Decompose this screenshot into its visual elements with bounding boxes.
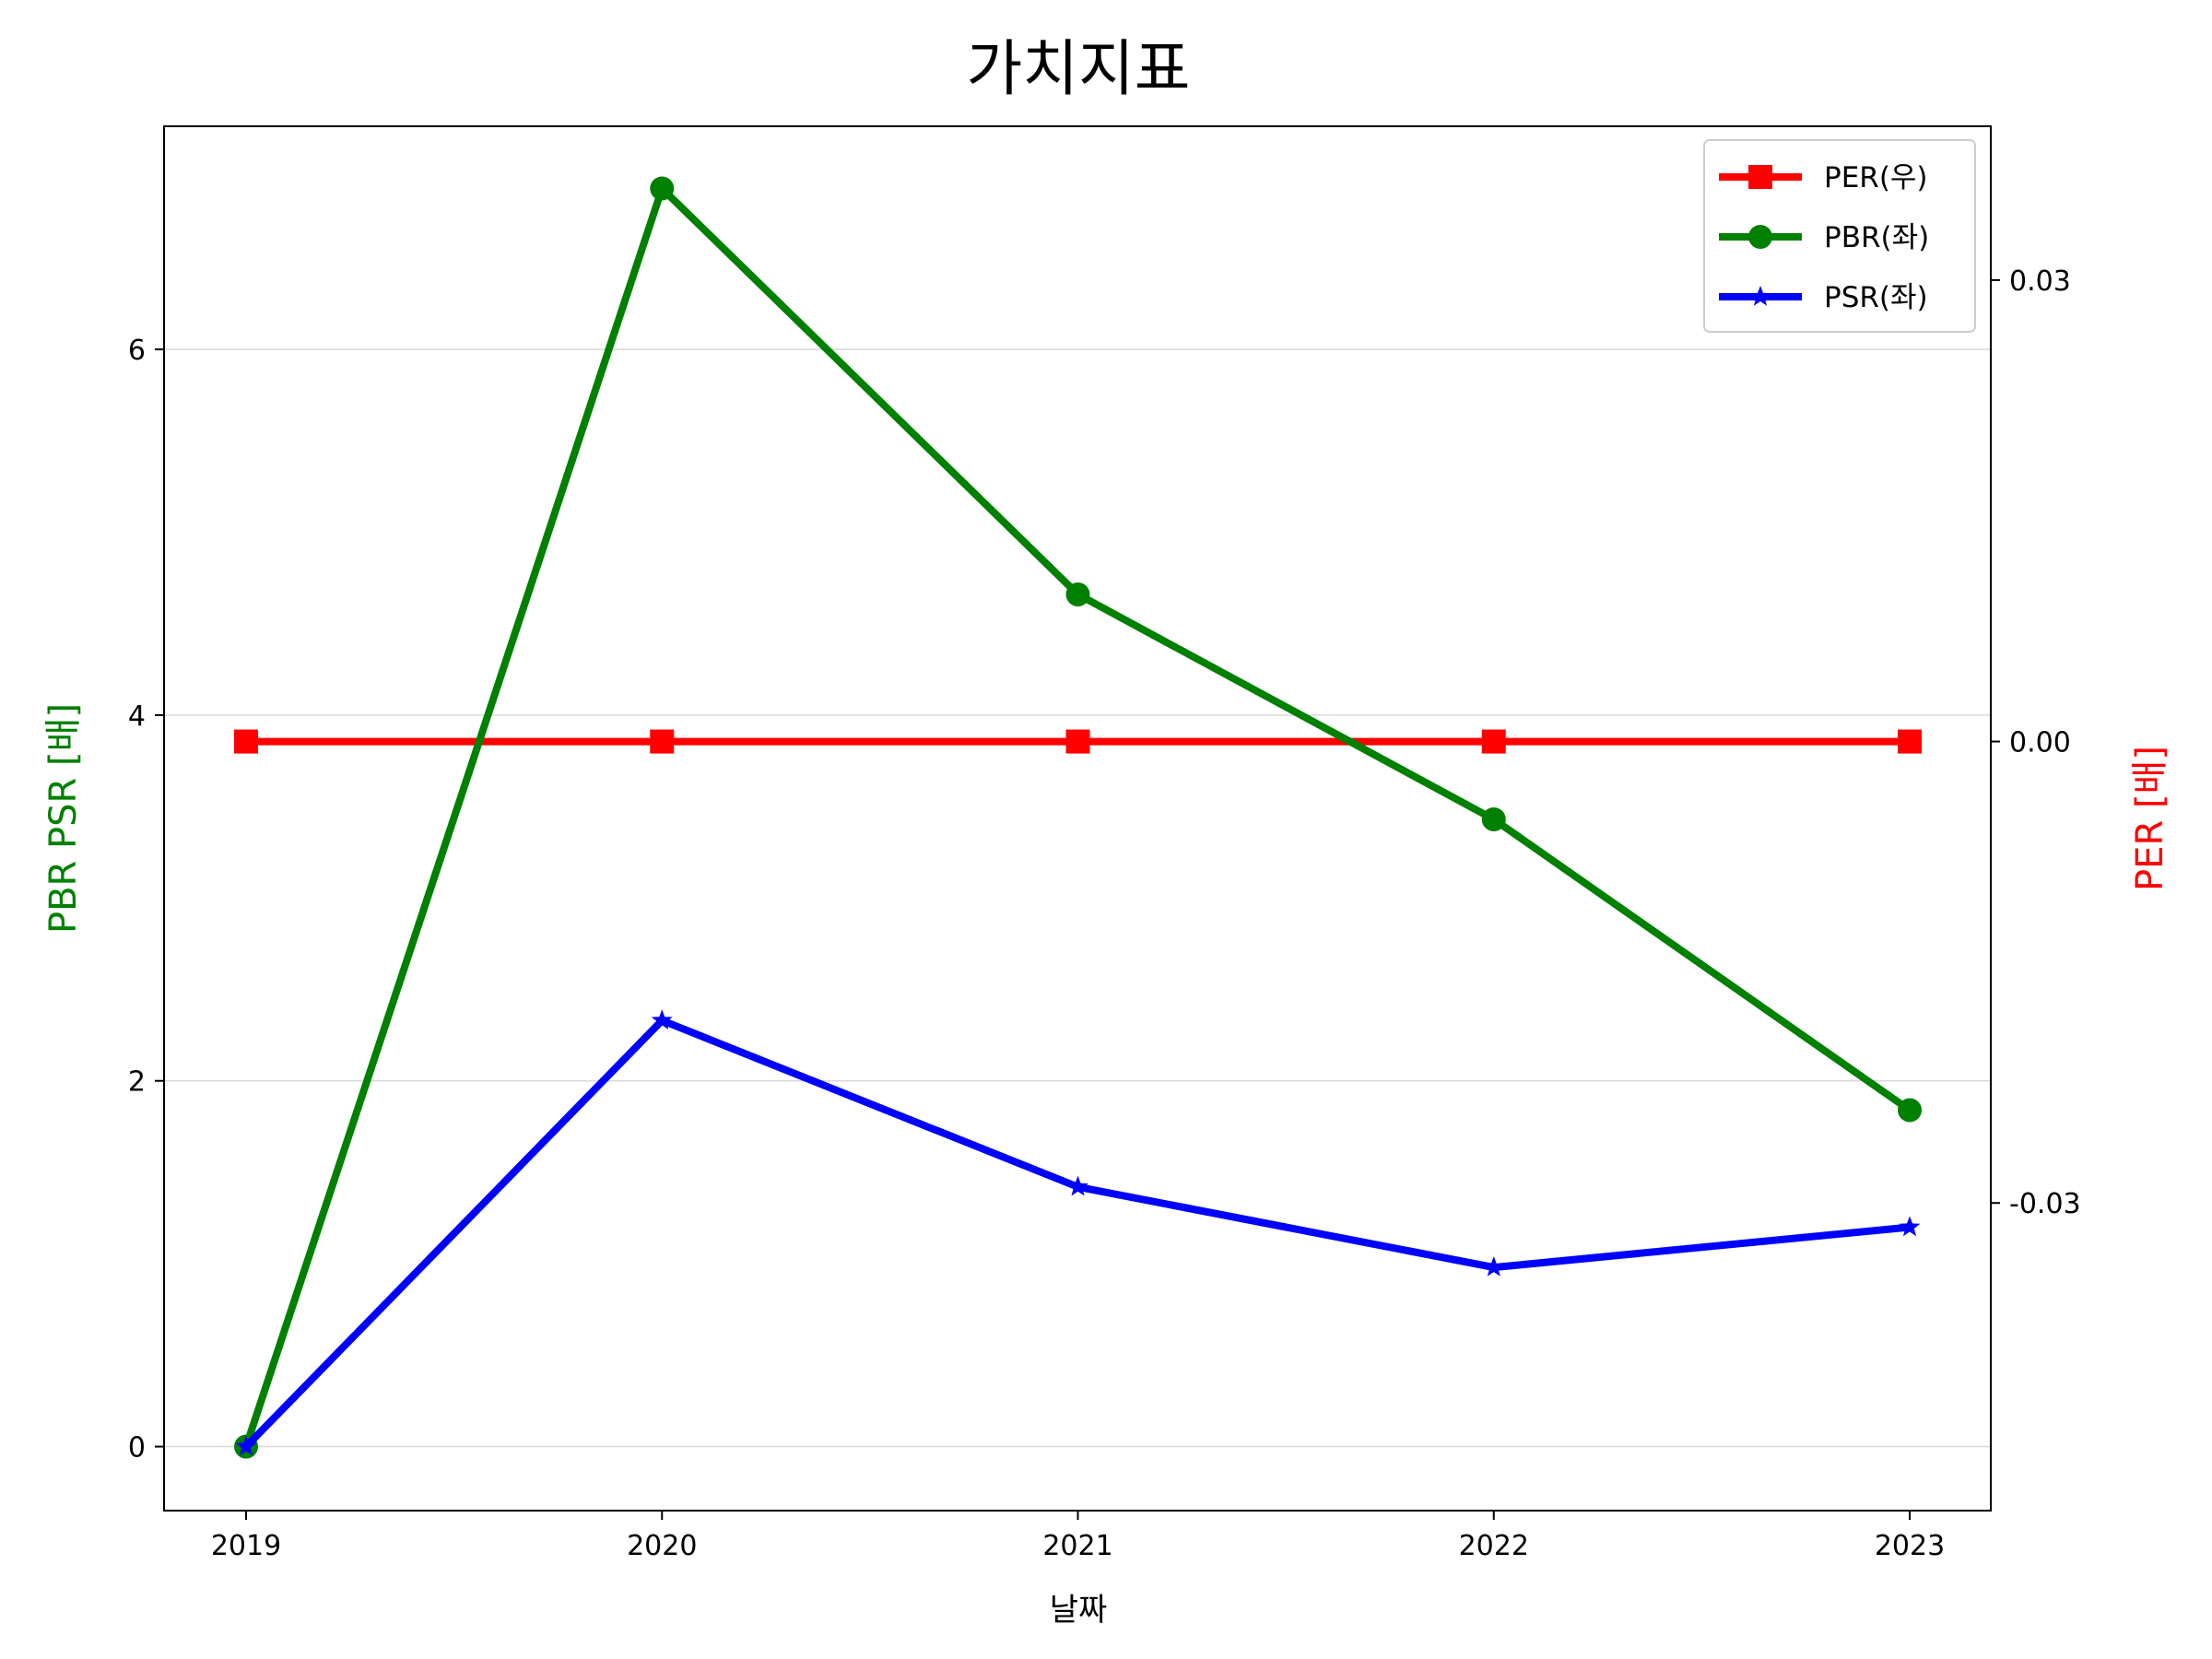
legend-label-psr: PSR(좌) (1824, 281, 1928, 314)
y-left-tick-label-4: 4 (128, 700, 146, 733)
series-pbr-point-2023 (1898, 1098, 1922, 1123)
x-tick-label-2021: 2021 (1042, 1530, 1112, 1562)
series-psr-point-2022 (1483, 1256, 1505, 1277)
x-tick-label-2023: 2023 (1875, 1530, 1945, 1562)
y-axis-left-label: PBR PSR [배] (42, 703, 85, 934)
y-right-tick-label--0.03: -0.03 (2009, 1188, 2081, 1220)
x-tick-label-2019: 2019 (211, 1530, 281, 1562)
series-per (234, 729, 1922, 754)
legend-marker-per (1748, 165, 1772, 189)
series-per-point-2022 (1481, 729, 1506, 754)
y-right-tick-label-0.00: 0.00 (2009, 727, 2071, 759)
series-psr-point-2021 (1067, 1175, 1088, 1196)
y-left-tick-label-2: 2 (128, 1066, 146, 1099)
series-pbr-line (242, 184, 1913, 1451)
y-left-tick-label-6: 6 (128, 335, 146, 367)
legend-item-pbr: PBR(좌) (1719, 221, 1929, 254)
series-per-point-2023 (1898, 729, 1922, 754)
series-psr (235, 1009, 1921, 1456)
x-tick-label-2020: 2020 (627, 1530, 697, 1562)
legend-item-per: PER(우) (1719, 161, 1928, 194)
series-per-point-2021 (1065, 729, 1090, 754)
series-pbr-point-2022 (1481, 806, 1506, 831)
series-per-point-2019 (234, 729, 258, 754)
series-layer (234, 176, 1922, 1459)
grid-lines (164, 348, 1991, 1448)
legend-label-per: PER(우) (1824, 161, 1928, 194)
y-left-tick-label-0: 0 (128, 1432, 146, 1465)
legend-item-psr: PSR(좌) (1719, 281, 1928, 314)
legend-label-pbr: PBR(좌) (1824, 221, 1929, 254)
series-per-point-2020 (650, 729, 675, 754)
series-psr-point-2023 (1899, 1216, 1921, 1237)
plot-area-frame (163, 125, 1992, 1512)
chart-title: 가치지표 (967, 33, 1191, 104)
y-axis-right: -0.03 0.00 0.03 (1991, 265, 2081, 1220)
series-psr-line (242, 1017, 1913, 1451)
legend-marker-psr (1749, 286, 1771, 306)
series-psr-point-2019 (235, 1435, 257, 1456)
series-pbr-point-2021 (1065, 582, 1090, 606)
legend-marker-pbr (1748, 225, 1772, 249)
y-axis-left: 0 2 4 6 (128, 335, 164, 1465)
series-pbr-point-2020 (650, 176, 675, 201)
series-psr-point-2020 (651, 1009, 673, 1030)
x-axis: 2019 2020 2021 2022 2023 (211, 1511, 1945, 1562)
y-axis-right-label: PER [배] (2129, 746, 2171, 891)
legend: PER(우) PBR(좌) PSR(좌) (1703, 139, 1976, 333)
x-axis-label: 날짜 (1050, 1592, 1108, 1629)
y-right-tick-label-0.03: 0.03 (2009, 265, 2071, 298)
series-pbr (234, 176, 1922, 1459)
x-tick-label-2022: 2022 (1459, 1530, 1529, 1562)
